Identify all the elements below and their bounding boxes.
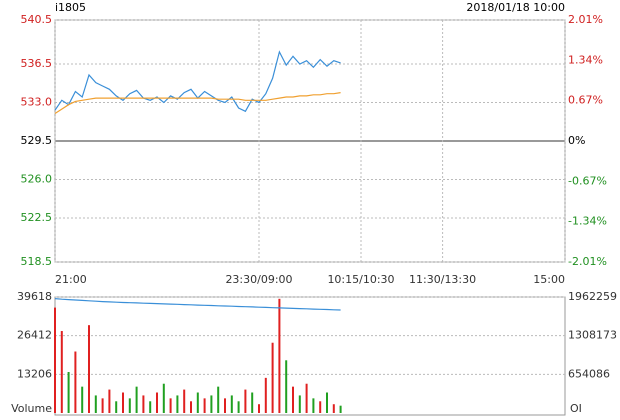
- volume-bar: [54, 307, 56, 413]
- volume-bar: [285, 360, 288, 413]
- y2-tick-label: 1962259: [568, 290, 617, 303]
- volume-bar: [271, 342, 274, 413]
- x-tick-label: 23:30/09:00: [225, 273, 292, 286]
- volume-bar: [81, 386, 84, 413]
- volume-bar: [292, 386, 294, 413]
- volume-bar: [237, 401, 240, 413]
- volume-bar: [149, 401, 152, 413]
- volume-bar: [312, 398, 315, 413]
- volume-bar: [264, 377, 267, 413]
- y-tick-label: 536.5: [21, 57, 53, 70]
- volume-bar: [244, 389, 247, 413]
- volume-bar: [230, 395, 233, 413]
- x-tick-label: 10:15/10:30: [327, 273, 394, 286]
- y2-tick-label: 1308173: [568, 329, 617, 342]
- oi-line: [54, 298, 341, 311]
- volume-bar: [128, 398, 131, 413]
- volume-bar: [203, 398, 206, 413]
- symbol: i1805: [55, 1, 86, 14]
- volume-bar: [258, 404, 260, 413]
- volume-bar: [142, 395, 145, 413]
- volume-bar: [298, 395, 301, 413]
- volume-bar: [162, 383, 165, 413]
- volume-bar: [339, 405, 342, 413]
- volume-bar: [210, 395, 213, 413]
- y-tick-label: 529.5: [21, 134, 53, 147]
- volume-bar: [74, 351, 77, 413]
- x-tick-label: 21:00: [55, 273, 87, 286]
- volume-bar: [108, 389, 111, 413]
- volume-bar: [122, 392, 124, 413]
- volume-bar: [251, 392, 254, 413]
- volume-bar: [67, 372, 70, 413]
- volume-bar: [88, 325, 90, 413]
- y2-axis-label: OI: [570, 402, 582, 415]
- volume-bar: [217, 386, 220, 413]
- volume-bar: [135, 386, 138, 413]
- volume-bar: [326, 392, 328, 413]
- y2-tick-label: 2.01%: [568, 13, 603, 26]
- y2-tick-label: -1.34%: [568, 215, 607, 228]
- y-tick-label: 39618: [17, 290, 52, 303]
- datetime: 2018/01/18 10:00: [466, 1, 565, 14]
- y-tick-label: 13206: [17, 367, 52, 380]
- volume-bar: [319, 401, 322, 413]
- volume-bar: [115, 401, 118, 413]
- volume-bar: [190, 401, 192, 413]
- volume-bar: [176, 395, 179, 413]
- volume-bar: [305, 383, 308, 413]
- y2-tick-label: -0.67%: [568, 174, 607, 187]
- volume-bar: [101, 398, 104, 413]
- series-line: [54, 50, 341, 113]
- volume-bar: [278, 298, 281, 413]
- volume-frame: [54, 296, 566, 416]
- y2-tick-label: 0.67%: [568, 94, 603, 107]
- y-tick-label: 518.5: [21, 255, 53, 268]
- y-tick-label: 26412: [17, 329, 52, 342]
- y-tick-label: 540.5: [21, 13, 53, 26]
- y-axis-label: Volume: [11, 402, 52, 415]
- y-tick-label: 522.5: [21, 211, 53, 224]
- volume-bar: [156, 392, 158, 413]
- y2-tick-label: -2.01%: [568, 255, 607, 268]
- x-tick-label: 11:30/13:30: [409, 273, 476, 286]
- volume-bar: [60, 331, 63, 413]
- volume-bar: [183, 389, 186, 413]
- volume-bar: [169, 398, 172, 413]
- volume-bar: [332, 404, 335, 413]
- x-tick-label: 15:00: [533, 273, 565, 286]
- volume-bar: [224, 398, 226, 413]
- y2-tick-label: 0%: [568, 134, 585, 147]
- y-tick-label: 526.0: [21, 173, 53, 186]
- volume-bar: [94, 395, 97, 413]
- y2-tick-label: 654086: [568, 367, 610, 380]
- y2-tick-label: 1.34%: [568, 53, 603, 66]
- series-line: [54, 92, 341, 115]
- y-tick-label: 533.0: [21, 96, 53, 109]
- volume-bar: [196, 392, 199, 413]
